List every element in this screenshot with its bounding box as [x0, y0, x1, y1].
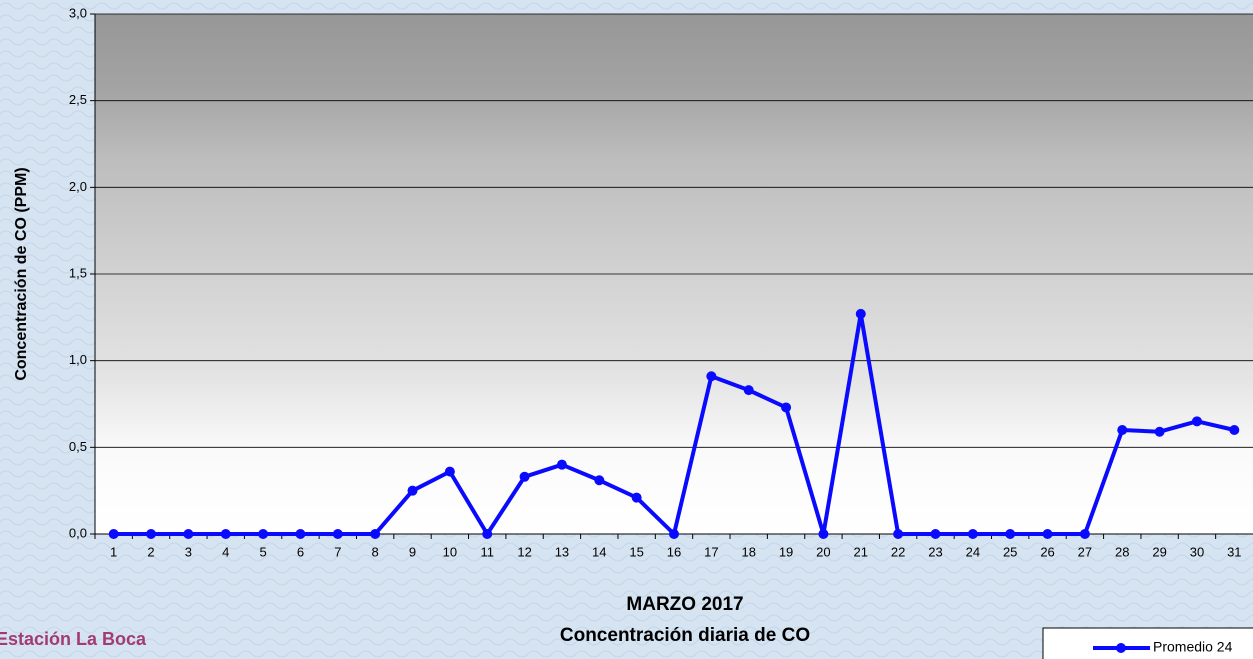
x-tick-label: 31	[1227, 544, 1241, 559]
data-point	[594, 475, 604, 485]
data-point	[258, 529, 268, 539]
legend-marker	[1116, 643, 1126, 653]
legend-label: Promedio 24	[1153, 639, 1233, 655]
data-point	[856, 309, 866, 319]
data-point	[445, 467, 455, 477]
data-point	[893, 529, 903, 539]
data-point	[183, 529, 193, 539]
data-point	[520, 472, 530, 482]
x-tick-label: 26	[1040, 544, 1054, 559]
y-axis-title: Concentración de CO (PPM)	[13, 167, 30, 380]
data-point	[109, 529, 119, 539]
chart: Concentración de CO (PPM) MARZO 2017 Con…	[0, 0, 1253, 659]
x-tick-label: 6	[297, 544, 304, 559]
page: {"chart_data": {"type": "line", "title":…	[0, 0, 1253, 659]
data-point	[221, 529, 231, 539]
x-tick-label: 12	[517, 544, 531, 559]
y-tick-label: 2,5	[69, 92, 87, 107]
data-point	[744, 385, 754, 395]
data-point	[818, 529, 828, 539]
data-point	[1005, 529, 1015, 539]
data-point	[295, 529, 305, 539]
data-point	[146, 529, 156, 539]
x-tick-label: 11	[480, 544, 494, 559]
chart-subtitle: Concentración diaria de CO	[560, 625, 810, 646]
chart-title: MARZO 2017	[626, 594, 743, 615]
x-tick-label: 5	[259, 544, 266, 559]
x-tick-label: 7	[334, 544, 341, 559]
x-tick-label: 25	[1003, 544, 1017, 559]
x-tick-label: 20	[816, 544, 830, 559]
x-tick-label: 21	[854, 544, 868, 559]
x-tick-label: 19	[779, 544, 793, 559]
x-tick-label: 17	[704, 544, 718, 559]
station-label: Estación La Boca	[0, 629, 147, 649]
x-tick-label: 23	[928, 544, 942, 559]
data-point	[1043, 529, 1053, 539]
x-tick-label: 4	[222, 544, 229, 559]
y-tick-label: 0,5	[69, 439, 87, 454]
data-point	[632, 493, 642, 503]
data-point	[1117, 425, 1127, 435]
data-point	[370, 529, 380, 539]
x-tick-label: 9	[409, 544, 416, 559]
data-point	[930, 529, 940, 539]
x-tick-label: 15	[629, 544, 643, 559]
data-point	[1155, 427, 1165, 437]
data-point	[706, 371, 716, 381]
x-tick-label: 10	[443, 544, 457, 559]
data-point	[333, 529, 343, 539]
x-tick-label: 27	[1078, 544, 1092, 559]
data-point	[482, 529, 492, 539]
data-point	[968, 529, 978, 539]
y-tick-label: 0,0	[69, 525, 87, 540]
x-tick-label: 2	[147, 544, 154, 559]
y-tick-label: 1,5	[69, 265, 87, 280]
x-tick-label: 13	[555, 544, 569, 559]
x-tick-label: 1	[110, 544, 117, 559]
x-tick-label: 18	[741, 544, 755, 559]
data-point	[781, 402, 791, 412]
y-tick-label: 2,0	[69, 179, 87, 194]
x-tick-label: 16	[667, 544, 681, 559]
data-point	[1229, 425, 1239, 435]
x-tick-label: 29	[1152, 544, 1166, 559]
x-tick-label: 22	[891, 544, 905, 559]
data-point	[557, 460, 567, 470]
x-tick-label: 8	[372, 544, 379, 559]
x-tick-label: 14	[592, 544, 606, 559]
data-point	[408, 486, 418, 496]
data-point	[1080, 529, 1090, 539]
data-point	[1192, 416, 1202, 426]
y-tick-label: 1,0	[69, 352, 87, 367]
x-tick-label: 30	[1190, 544, 1204, 559]
x-tick-label: 28	[1115, 544, 1129, 559]
x-tick-label: 3	[185, 544, 192, 559]
x-tick-label: 24	[966, 544, 980, 559]
data-point	[669, 529, 679, 539]
y-tick-label: 3,0	[69, 5, 87, 20]
